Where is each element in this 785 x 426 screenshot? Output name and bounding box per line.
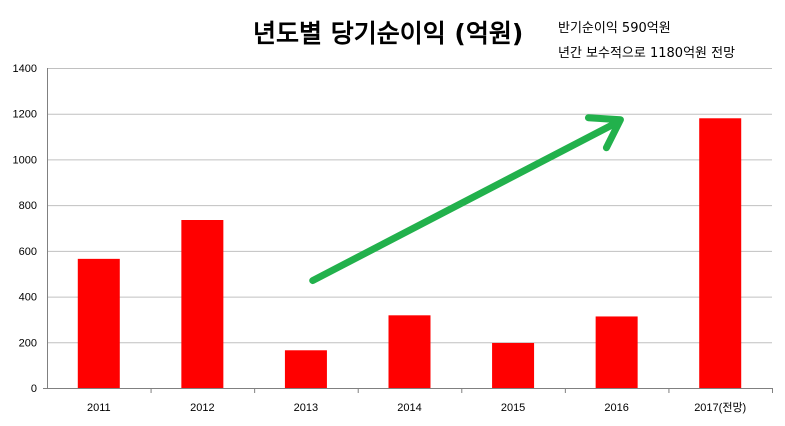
trend-arrow-shaft — [309, 118, 622, 285]
x-tick-label: 2017(전망) — [694, 401, 746, 414]
y-tick-label: 0 — [31, 383, 37, 395]
bar-2014 — [388, 315, 431, 388]
y-tick-label: 600 — [19, 246, 37, 258]
axis-labels: 0 200 400 600 800 1000 1200 1400 2011 2012 2013 201… — [13, 63, 747, 414]
y-tick-label: 200 — [19, 337, 37, 349]
x-tick-label: 2014 — [397, 402, 421, 414]
y-tick-label: 800 — [19, 200, 37, 212]
note-half-year-profit: 반기순이익 590억원 — [558, 21, 671, 36]
x-tick-label: 2015 — [501, 402, 525, 414]
bar-2012 — [181, 220, 224, 388]
y-tick-label: 400 — [19, 292, 37, 304]
y-tick-label: 1000 — [13, 154, 37, 166]
chart-title: 년도별 당기순이익 (억원) — [253, 19, 524, 48]
x-tick-label: 2016 — [604, 402, 628, 414]
trend-arrow — [309, 114, 624, 285]
y-tick-label: 1200 — [13, 109, 37, 121]
x-tick-label: 2013 — [294, 402, 318, 414]
bar-2017(전망) — [699, 118, 742, 389]
note-annual-forecast: 년간 보수적으로 1180억원 전망 — [558, 46, 736, 61]
bars — [77, 118, 742, 389]
axes — [43, 68, 773, 393]
y-tick-label: 1400 — [13, 63, 37, 75]
trend-arrow-head — [584, 114, 624, 152]
bar-2015 — [492, 342, 535, 388]
x-tick-label: 2012 — [190, 402, 214, 414]
bar-2011 — [77, 258, 120, 388]
gridlines — [47, 68, 772, 344]
x-tick-label: 2011 — [87, 402, 111, 414]
bar-2013 — [284, 350, 327, 388]
bar-2016 — [595, 316, 638, 388]
